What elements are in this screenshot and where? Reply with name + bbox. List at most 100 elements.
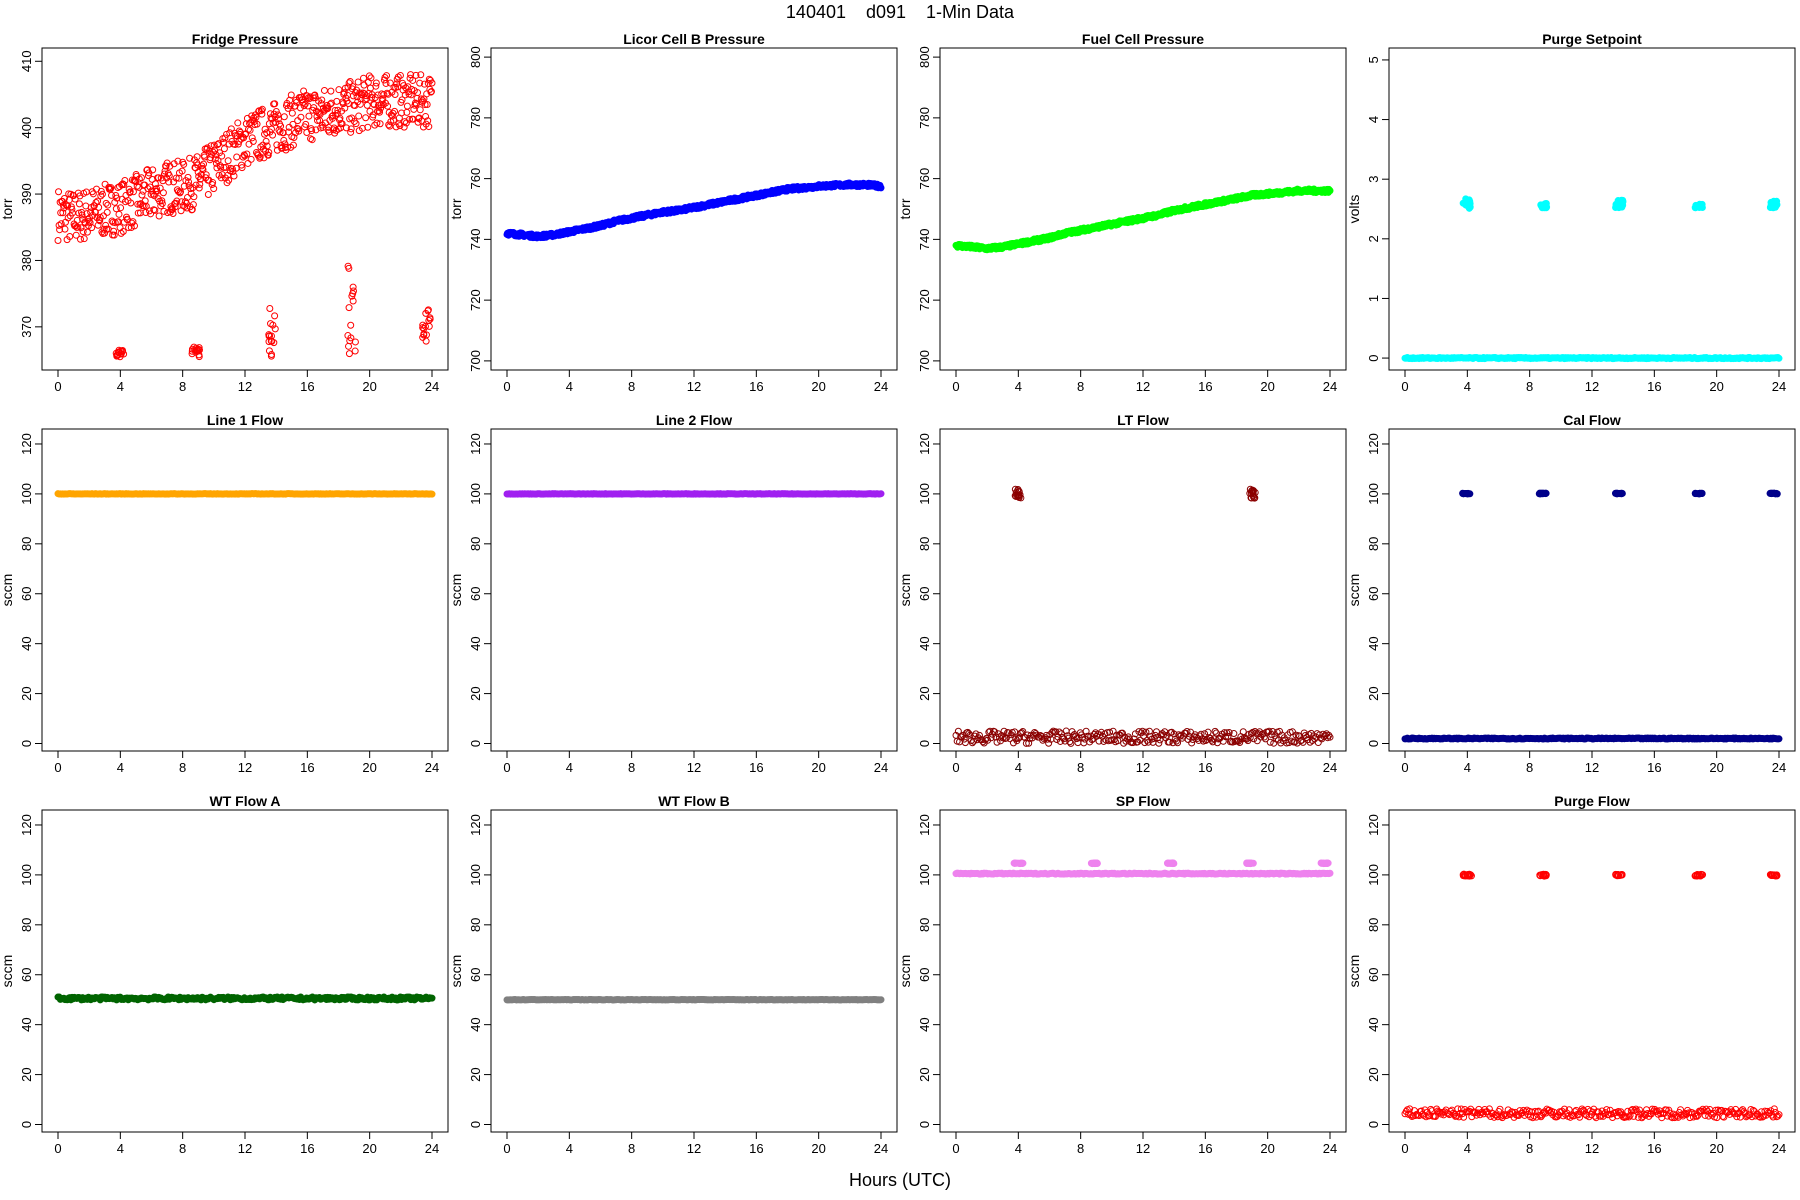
x-tick-label: 16 [1198, 1141, 1212, 1156]
y-tick-label: 0 [1366, 354, 1381, 361]
y-tick-label: 20 [468, 686, 483, 700]
data-point [79, 228, 87, 236]
data-point [173, 197, 181, 205]
x-tick-label: 8 [179, 760, 186, 775]
data-point [131, 222, 139, 230]
x-tick-label: 4 [117, 379, 124, 394]
y-tick-label: 720 [468, 289, 483, 311]
y-tick-label: 60 [1366, 587, 1381, 601]
data-point [389, 116, 397, 124]
data-point [117, 229, 125, 237]
y-tick-label: 100 [468, 483, 483, 505]
data-point [75, 200, 83, 208]
x-tick-label: 16 [300, 379, 314, 394]
data-point [243, 150, 251, 158]
y-tick-label: 3 [1366, 176, 1381, 183]
y-tick-label: 760 [468, 168, 483, 190]
data-point [189, 201, 197, 209]
data-point [108, 191, 116, 199]
x-tick-label: 20 [362, 1141, 376, 1156]
x-tick-label: 0 [54, 760, 61, 775]
data-point [414, 89, 422, 97]
plot-frame [1388, 47, 1796, 371]
data-point [241, 152, 249, 160]
data-point [240, 134, 248, 142]
data-point [98, 190, 106, 198]
data-point [380, 91, 388, 99]
panel-title: Fuel Cell Pressure [1082, 31, 1204, 47]
data-point [421, 80, 429, 88]
y-tick-label: 120 [1366, 433, 1381, 455]
y-tick-label: 20 [917, 686, 932, 700]
data-point [115, 210, 123, 218]
data-point [307, 135, 315, 143]
data-point [1462, 195, 1470, 203]
y-axis-label: sccm [448, 955, 464, 988]
data-point [1772, 200, 1780, 208]
x-tick-label: 8 [1526, 760, 1533, 775]
data-point [425, 123, 433, 131]
x-tick-label: 16 [300, 760, 314, 775]
data-point [348, 292, 356, 300]
x-tick-label: 12 [1136, 1141, 1150, 1156]
data-point [177, 188, 185, 196]
data-point [398, 96, 406, 104]
panel-title: SP Flow [1116, 793, 1170, 809]
data-point [414, 118, 422, 126]
x-tick-label: 8 [179, 379, 186, 394]
data-point [249, 137, 257, 145]
data-point [146, 183, 154, 191]
data-point [57, 209, 65, 217]
data-point [1542, 201, 1550, 209]
data-point [422, 112, 430, 120]
data-point [134, 209, 142, 217]
data-point [217, 163, 225, 171]
data-point [165, 172, 173, 180]
y-tick-label: 1 [1366, 295, 1381, 302]
data-point [77, 224, 85, 232]
data-point [416, 106, 424, 114]
data-point [151, 180, 159, 188]
data-point [349, 297, 357, 305]
data-point [217, 174, 225, 182]
x-tick-label: 20 [811, 1141, 825, 1156]
data-point [877, 490, 885, 498]
data-point [268, 350, 276, 358]
data-point [422, 309, 430, 317]
y-tick-label: 0 [1366, 740, 1381, 747]
data-point [89, 190, 97, 198]
data-point [279, 129, 287, 137]
data-point [363, 101, 371, 109]
data-point [268, 337, 276, 345]
x-tick-label: 8 [628, 379, 635, 394]
panel-title: Line 1 Flow [207, 412, 283, 428]
data-point [159, 189, 167, 197]
data-point [347, 321, 355, 329]
data-point [1614, 489, 1622, 497]
x-tick-label: 16 [1198, 760, 1212, 775]
data-point [420, 325, 428, 333]
data-point [195, 353, 203, 361]
data-point [345, 264, 353, 272]
data-point [364, 123, 372, 131]
data-point [115, 346, 123, 354]
data-point [347, 128, 355, 136]
data-point [142, 202, 150, 210]
y-axis-label: sccm [0, 574, 15, 607]
data-point [134, 200, 142, 208]
data-point [103, 208, 111, 216]
data-point [379, 101, 387, 109]
y-tick-label: 80 [917, 918, 932, 932]
panel-title: Purge Setpoint [1542, 31, 1642, 47]
y-tick-label: 80 [19, 918, 34, 932]
series-points [54, 71, 436, 361]
data-point [428, 490, 436, 498]
data-point [412, 71, 420, 79]
data-point [407, 71, 415, 79]
y-tick-label: 100 [19, 864, 34, 886]
x-tick-label: 8 [179, 1141, 186, 1156]
y-tick-label: 0 [468, 1121, 483, 1128]
data-point [396, 71, 404, 79]
panel-title: Fridge Pressure [192, 31, 299, 47]
y-tick-label: 40 [917, 1017, 932, 1031]
